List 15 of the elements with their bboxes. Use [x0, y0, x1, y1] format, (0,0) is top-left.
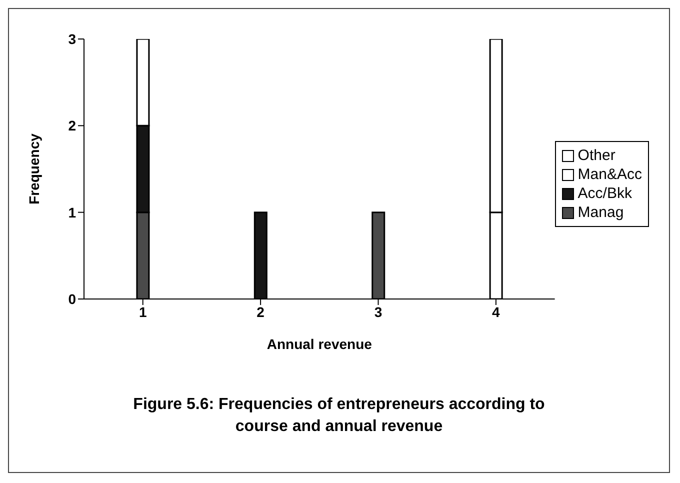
caption: Figure 5.6: Frequencies of entrepreneurs according to course and annual revenue [132, 395, 546, 437]
legend-label: Other [578, 147, 616, 164]
y-tick-label: 3 [68, 30, 76, 47]
y-axis-title: Frequency [26, 133, 42, 204]
x-axis-title: Annual revenue [266, 336, 372, 352]
legend-label: Acc/Bkk [578, 185, 632, 202]
x-tick-label: 3 [374, 304, 382, 320]
x-tick-label: 2 [256, 304, 265, 320]
legend-label: Manag [578, 204, 624, 221]
y-tick-label: 1 [68, 204, 76, 220]
x-tick-label: 1 [138, 304, 147, 320]
y-tick-label: 0 [68, 290, 76, 307]
y-tick-label: 2 [68, 118, 76, 134]
x-tick-label: 4 [492, 304, 500, 320]
legend-label: Man&Acc [578, 166, 642, 183]
